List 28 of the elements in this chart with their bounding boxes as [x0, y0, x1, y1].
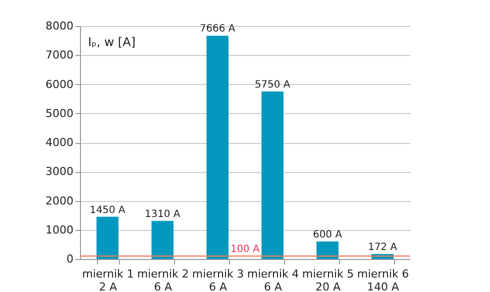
data-label: 5750 A [254, 80, 290, 91]
data-label: 600 A [312, 230, 342, 241]
bar [262, 92, 284, 259]
x-tick-label: miernik 4 6 A [247, 268, 299, 292]
bar [152, 220, 174, 259]
y-tick-label: 8000 [46, 20, 74, 32]
bar [96, 216, 118, 259]
x-tick-label: miernik 6 140 A [357, 268, 409, 292]
x-tick-label: miernik 2 6 A [137, 268, 189, 292]
y-tick-label: 4000 [46, 136, 74, 149]
x-tick-label: miernik 1 2 A [82, 268, 134, 292]
data-label: 1450 A [90, 204, 126, 216]
y-tick-label: 0 [66, 252, 74, 266]
y-axis-title: Iₚ, w [A] [88, 35, 136, 49]
ref-line-label: 100 A [230, 244, 260, 256]
y-tick-label: 3000 [46, 165, 74, 178]
data-label: 172 A [368, 242, 398, 253]
x-tick-label: miernik 5 20 A [302, 268, 354, 292]
data-label: 1310 A [144, 208, 180, 220]
bar [206, 36, 228, 259]
y-tick-label: 5000 [46, 106, 74, 120]
y-tick-label: 7000 [46, 48, 74, 62]
y-tick-label: 1000 [46, 223, 74, 236]
x-tick-label: miernik 3 6 A [192, 268, 244, 292]
bar [316, 242, 338, 259]
y-tick-label: 2000 [46, 194, 74, 208]
data-label: 7666 A [200, 24, 236, 35]
y-tick-label: 6000 [46, 78, 74, 91]
